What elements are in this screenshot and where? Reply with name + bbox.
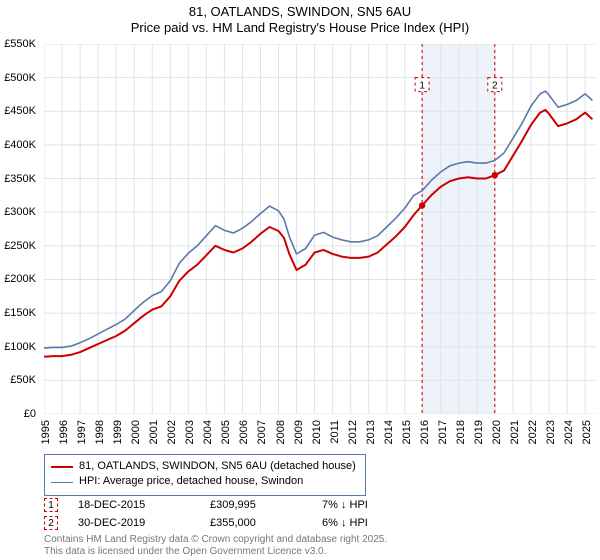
y-axis-labels: £0£50K£100K£150K£200K£250K£300K£350K£400… bbox=[0, 44, 40, 414]
x-tick-label: 2022 bbox=[527, 420, 539, 444]
x-tick-label: 2010 bbox=[311, 420, 323, 444]
x-tick-label: 2017 bbox=[437, 420, 449, 444]
legend-item-hpi: HPI: Average price, detached house, Swin… bbox=[51, 474, 359, 489]
legend-item-property: 81, OATLANDS, SWINDON, SN5 6AU (detached… bbox=[51, 459, 359, 474]
chart-container: { "titles": { "line1": "81, OATLANDS, SW… bbox=[0, 0, 600, 560]
x-tick-label: 2009 bbox=[293, 420, 305, 444]
x-tick-label: 2006 bbox=[238, 420, 250, 444]
x-tick-label: 2000 bbox=[130, 420, 142, 444]
x-tick-label: 2023 bbox=[545, 420, 557, 444]
attribution-line2: This data is licensed under the Open Gov… bbox=[44, 546, 387, 558]
x-tick-label: 2016 bbox=[419, 420, 431, 444]
x-tick-label: 1995 bbox=[40, 420, 52, 444]
x-tick-label: 2003 bbox=[184, 420, 196, 444]
x-tick-label: 1997 bbox=[76, 420, 88, 444]
y-tick-label: £50K bbox=[10, 374, 36, 386]
y-tick-label: £550K bbox=[4, 38, 36, 50]
x-tick-label: 1998 bbox=[94, 420, 106, 444]
sale-date-2: 30-DEC-2019 bbox=[78, 517, 210, 529]
x-tick-label: 2001 bbox=[148, 420, 160, 444]
y-tick-label: £200K bbox=[4, 273, 36, 285]
sale-price-1: £309,995 bbox=[210, 499, 322, 511]
title-subtitle: Price paid vs. HM Land Registry's House … bbox=[0, 20, 600, 36]
x-tick-label: 2020 bbox=[491, 420, 503, 444]
sale-diff-1: 7% ↓ HPI bbox=[322, 499, 412, 511]
legend-swatch-property bbox=[51, 466, 73, 468]
sale-diff-2: 6% ↓ HPI bbox=[322, 517, 412, 529]
y-tick-label: £300K bbox=[4, 206, 36, 218]
attribution-text: Contains HM Land Registry data © Crown c… bbox=[44, 534, 387, 558]
attribution-line1: Contains HM Land Registry data © Crown c… bbox=[44, 534, 387, 546]
svg-text:1: 1 bbox=[419, 81, 425, 92]
x-tick-label: 2011 bbox=[329, 420, 341, 444]
chart-plot-area: 12 bbox=[44, 44, 596, 414]
x-tick-label: 2002 bbox=[166, 420, 178, 444]
title-address: 81, OATLANDS, SWINDON, SN5 6AU bbox=[0, 4, 600, 20]
x-tick-label: 2014 bbox=[383, 420, 395, 444]
x-tick-label: 1999 bbox=[112, 420, 124, 444]
sale-price-2: £355,000 bbox=[210, 517, 322, 529]
x-tick-label: 2019 bbox=[473, 420, 485, 444]
y-tick-label: £150K bbox=[4, 307, 36, 319]
x-tick-label: 2018 bbox=[455, 420, 467, 444]
chart-svg: 12 bbox=[44, 44, 596, 414]
x-axis-labels: 1995199619971998199920002001200220032004… bbox=[44, 416, 596, 452]
sale-marker-1-icon: 1 bbox=[44, 498, 58, 512]
sale-date-1: 18-DEC-2015 bbox=[78, 499, 210, 511]
y-tick-label: £0 bbox=[24, 408, 36, 420]
legend-label-property: 81, OATLANDS, SWINDON, SN5 6AU (detached… bbox=[79, 459, 356, 474]
x-tick-label: 2012 bbox=[347, 420, 359, 444]
svg-text:2: 2 bbox=[492, 81, 498, 92]
sale-row-2: 2 30-DEC-2019 £355,000 6% ↓ HPI bbox=[44, 514, 596, 532]
x-tick-label: 2005 bbox=[220, 420, 232, 444]
y-tick-label: £100K bbox=[4, 341, 36, 353]
x-tick-label: 2007 bbox=[256, 420, 268, 444]
x-tick-label: 2004 bbox=[202, 420, 214, 444]
chart-titles: 81, OATLANDS, SWINDON, SN5 6AU Price pai… bbox=[0, 0, 600, 37]
x-tick-label: 2024 bbox=[563, 420, 575, 444]
x-tick-label: 1996 bbox=[58, 420, 70, 444]
legend-label-hpi: HPI: Average price, detached house, Swin… bbox=[79, 474, 303, 489]
y-tick-label: £500K bbox=[4, 72, 36, 84]
x-tick-label: 2015 bbox=[401, 420, 413, 444]
y-tick-label: £250K bbox=[4, 240, 36, 252]
legend-swatch-hpi bbox=[51, 482, 73, 483]
legend-box: 81, OATLANDS, SWINDON, SN5 6AU (detached… bbox=[44, 454, 366, 496]
y-tick-label: £450K bbox=[4, 105, 36, 117]
x-tick-label: 2013 bbox=[365, 420, 377, 444]
sale-row-1: 1 18-DEC-2015 £309,995 7% ↓ HPI bbox=[44, 496, 596, 514]
x-tick-label: 2008 bbox=[275, 420, 287, 444]
y-tick-label: £350K bbox=[4, 173, 36, 185]
y-tick-label: £400K bbox=[4, 139, 36, 151]
x-tick-label: 2021 bbox=[509, 420, 521, 444]
x-tick-label: 2025 bbox=[581, 420, 593, 444]
sales-table: 1 18-DEC-2015 £309,995 7% ↓ HPI 2 30-DEC… bbox=[44, 496, 596, 532]
sale-marker-2-icon: 2 bbox=[44, 516, 58, 530]
